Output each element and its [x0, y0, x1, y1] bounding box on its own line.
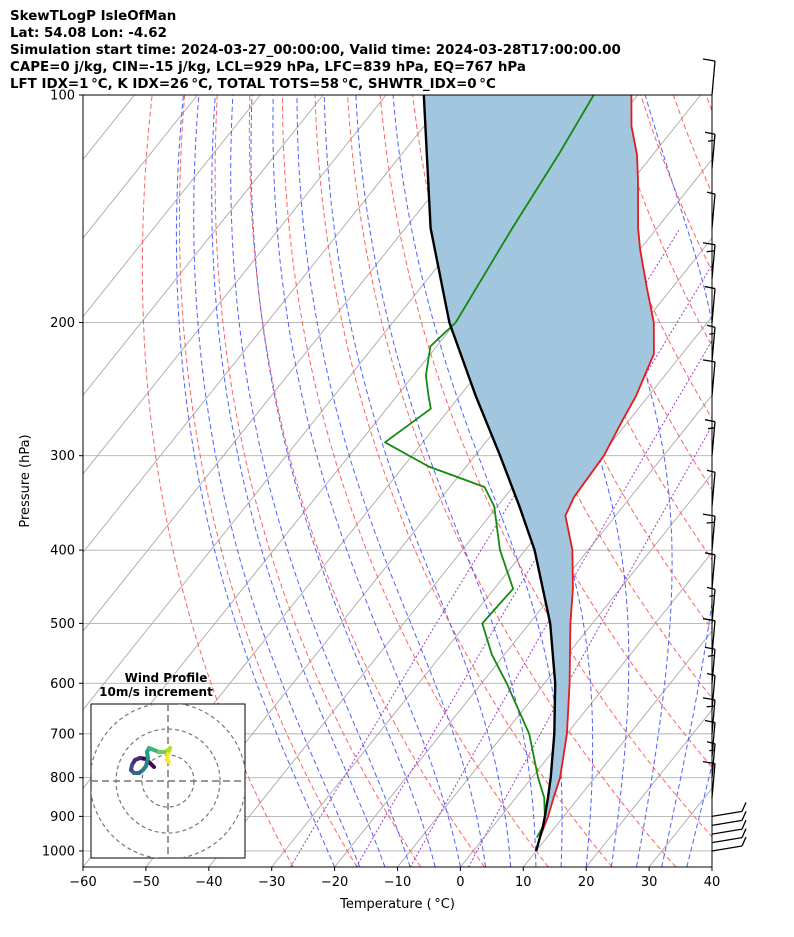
wind-barb [704, 131, 716, 169]
x-tick-label: −40 [195, 875, 222, 890]
moist-adiabat [250, 95, 436, 867]
moist-adiabat [737, 95, 794, 867]
x-tick-label: 20 [578, 875, 595, 890]
wind-barb [711, 828, 747, 844]
wind-barb [706, 191, 716, 229]
hodograph-trace-segment [165, 758, 171, 764]
isotherm-line [83, 95, 450, 554]
indices-line-2: LFT IDX=1 °C, K IDX=26 °C, TOTAL TOTS=58… [10, 77, 496, 92]
y-tick-label: 200 [50, 316, 75, 331]
y-tick-label: 800 [50, 771, 75, 786]
moist-adiabat [355, 95, 537, 867]
wind-barb [702, 359, 716, 396]
dry-adiabat [379, 95, 712, 838]
wind-barb [704, 419, 716, 456]
wind-barb [704, 285, 716, 323]
wind-barb [702, 242, 716, 279]
y-tick-label: 100 [50, 89, 75, 104]
wind-barb [704, 646, 716, 684]
dry-adiabat [178, 95, 358, 867]
moist-adiabat [711, 865, 712, 867]
chart-title: SkewTLogP IsleOfMan [10, 9, 177, 24]
temperature-line [539, 95, 655, 838]
isotherm-line [83, 95, 387, 475]
x-tick-label: −20 [321, 875, 348, 890]
isotherm-line [522, 630, 712, 867]
moist-adiabat [644, 95, 712, 867]
y-tick-label: 600 [50, 677, 75, 692]
isotherm-line [145, 158, 712, 867]
x-axis-label: Temperature ( °C) [339, 897, 455, 912]
dry-adiabat [314, 95, 613, 867]
moist-adiabat [323, 95, 512, 867]
y-tick-label: 1000 [42, 844, 75, 859]
isotherm-line [83, 95, 324, 396]
moist-adiabat [272, 95, 461, 867]
wind-barb [702, 513, 716, 551]
wind-barb [711, 811, 747, 827]
location-line: Lat: 54.08 Lon: -4.62 [10, 26, 167, 41]
mixing-ratio-line [409, 339, 712, 867]
dry-adiabat [739, 95, 794, 867]
wind-barbs [702, 58, 747, 852]
wind-barb [704, 552, 716, 589]
dry-adiabat [141, 95, 294, 867]
x-tick-label: 10 [515, 875, 532, 890]
y-tick-label: 300 [50, 449, 75, 464]
parcel-line [422, 95, 557, 852]
indices-line-1: CAPE=0 j/kg, CIN=-15 j/kg, LCL=929 hPa, … [10, 60, 526, 75]
isotherm-line [0, 95, 72, 867]
cin-cape-shading [423, 95, 654, 838]
isotherm-line [334, 394, 712, 867]
moist-adiabat [211, 95, 386, 867]
dry-adiabat [542, 95, 712, 491]
y-tick-label: 500 [50, 617, 75, 632]
dry-adiabat [771, 95, 794, 867]
hodograph-title: Wind Profile [125, 671, 208, 685]
wind-barb [706, 672, 716, 710]
moist-adiabat [686, 762, 712, 867]
moist-adiabat [230, 95, 411, 867]
dry-adiabat [214, 95, 422, 867]
wind-barb [711, 836, 747, 852]
y-tick-label: 700 [50, 727, 75, 742]
moist-adiabat [559, 95, 673, 867]
y-axis-label: Pressure (hPa) [18, 434, 33, 527]
hodograph-subtitle: 10m/s increment [99, 685, 213, 699]
y-tick-label: 900 [50, 810, 75, 825]
x-tick-label: −50 [132, 875, 159, 890]
x-tick-label: 40 [704, 875, 721, 890]
moist-adiabat [392, 95, 563, 867]
moist-adiabat [175, 95, 336, 867]
chart-header: SkewTLogP IsleOfMan Lat: 54.08 Lon: -4.6… [10, 8, 621, 93]
dry-adiabat [281, 95, 549, 867]
isotherm-line [83, 95, 513, 632]
isotherm-line [711, 866, 712, 867]
moist-adiabat [193, 95, 361, 867]
x-tick-label: −60 [69, 875, 96, 890]
dewpoint-line [384, 95, 595, 839]
dry-adiabat [640, 95, 712, 273]
isotherm-line [83, 95, 198, 239]
x-tick-label: −10 [384, 875, 411, 890]
time-line: Simulation start time: 2024-03-27_00:00:… [10, 43, 621, 58]
dry-adiabat [248, 95, 485, 867]
dry-adiabat [672, 95, 712, 195]
y-tick-label: 400 [50, 544, 75, 559]
wind-barb [702, 58, 716, 96]
dry-adiabat [705, 95, 712, 113]
x-tick-label: 0 [456, 875, 464, 890]
dry-adiabat [575, 95, 712, 420]
wind-barb [711, 819, 747, 835]
isotherm-line [83, 95, 261, 318]
x-tick-label: −30 [258, 875, 285, 890]
x-tick-label: 30 [641, 875, 658, 890]
wind-barb [711, 802, 747, 818]
wind-barb [706, 586, 716, 624]
dry-adiabat [347, 95, 677, 867]
profiles [384, 95, 655, 852]
